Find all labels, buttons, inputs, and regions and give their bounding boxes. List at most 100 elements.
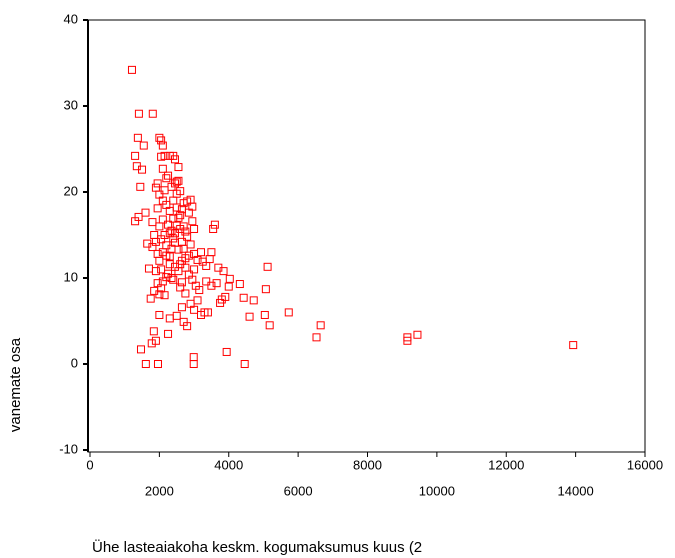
point xyxy=(177,237,186,246)
point xyxy=(160,151,169,160)
point xyxy=(190,224,199,233)
point xyxy=(151,267,160,276)
point xyxy=(210,220,219,229)
point xyxy=(141,360,150,368)
point xyxy=(188,202,197,211)
point xyxy=(153,279,162,288)
point xyxy=(177,303,186,312)
point xyxy=(413,330,422,339)
point xyxy=(403,333,412,342)
point xyxy=(190,249,199,258)
point xyxy=(150,231,159,239)
x-axis-title: Ühe lasteaiakoha keskm. kogumaksumus kuu… xyxy=(92,538,422,556)
point xyxy=(134,212,143,221)
point xyxy=(148,109,157,118)
x-tick-label: 12000 xyxy=(488,457,524,472)
x-tick-label: 2000 xyxy=(145,483,174,498)
point xyxy=(205,255,214,264)
point xyxy=(160,186,169,195)
point xyxy=(149,327,158,336)
point xyxy=(151,237,160,246)
point xyxy=(181,227,190,236)
point xyxy=(174,213,183,222)
point xyxy=(197,310,205,319)
point xyxy=(165,260,174,269)
point xyxy=(162,241,171,250)
point xyxy=(225,274,234,283)
point xyxy=(189,360,198,368)
point xyxy=(195,286,204,295)
point xyxy=(136,182,145,191)
point xyxy=(569,341,578,350)
y-tick-label: 10 xyxy=(64,269,78,284)
point xyxy=(164,171,173,180)
point xyxy=(127,65,136,74)
point xyxy=(157,136,166,145)
point xyxy=(179,244,188,253)
point xyxy=(207,281,216,290)
point xyxy=(131,151,140,160)
x-tick-label: 6000 xyxy=(284,483,313,498)
point xyxy=(219,267,228,276)
point xyxy=(157,265,166,274)
point xyxy=(160,231,169,239)
point xyxy=(172,177,181,186)
point xyxy=(158,141,167,150)
point xyxy=(155,256,164,265)
point xyxy=(174,245,183,254)
point xyxy=(167,226,176,235)
point xyxy=(176,260,185,269)
point xyxy=(181,289,190,298)
y-tick-label: 0 xyxy=(71,355,78,370)
point xyxy=(169,214,178,223)
point xyxy=(162,174,171,183)
point xyxy=(158,196,167,205)
point xyxy=(179,317,188,326)
point xyxy=(165,229,174,238)
point xyxy=(249,296,258,305)
point xyxy=(260,310,269,319)
y-axis-title: vanemate osa xyxy=(7,337,24,432)
point xyxy=(193,296,202,305)
x-tick-label: 14000 xyxy=(558,483,594,498)
point xyxy=(146,294,155,303)
point xyxy=(153,360,162,368)
point xyxy=(316,321,325,330)
point xyxy=(144,264,153,273)
point xyxy=(221,292,230,301)
point xyxy=(188,217,197,226)
point xyxy=(141,208,150,217)
point xyxy=(263,262,272,271)
point xyxy=(136,345,145,354)
point xyxy=(169,196,178,205)
point xyxy=(138,165,147,174)
point xyxy=(134,109,143,118)
point xyxy=(158,215,167,224)
point xyxy=(155,133,164,142)
point xyxy=(164,329,173,338)
point xyxy=(212,279,221,288)
point xyxy=(190,265,199,274)
point xyxy=(177,205,186,214)
point xyxy=(153,204,162,213)
point xyxy=(139,141,148,150)
x-tick-label: 16000 xyxy=(627,457,663,472)
point xyxy=(169,275,178,284)
point xyxy=(224,282,233,291)
x-tick-label: 10000 xyxy=(419,483,455,498)
y-tick-label: 40 xyxy=(64,11,78,26)
y-tick-label: 30 xyxy=(64,97,78,112)
point xyxy=(150,286,159,295)
point xyxy=(176,187,185,196)
point xyxy=(186,240,195,249)
point xyxy=(155,222,164,231)
point xyxy=(265,321,274,330)
point xyxy=(151,183,160,192)
point xyxy=(235,280,244,289)
point xyxy=(179,222,188,231)
point xyxy=(165,314,174,323)
point xyxy=(158,164,167,173)
point xyxy=(147,339,156,348)
point xyxy=(177,278,186,287)
